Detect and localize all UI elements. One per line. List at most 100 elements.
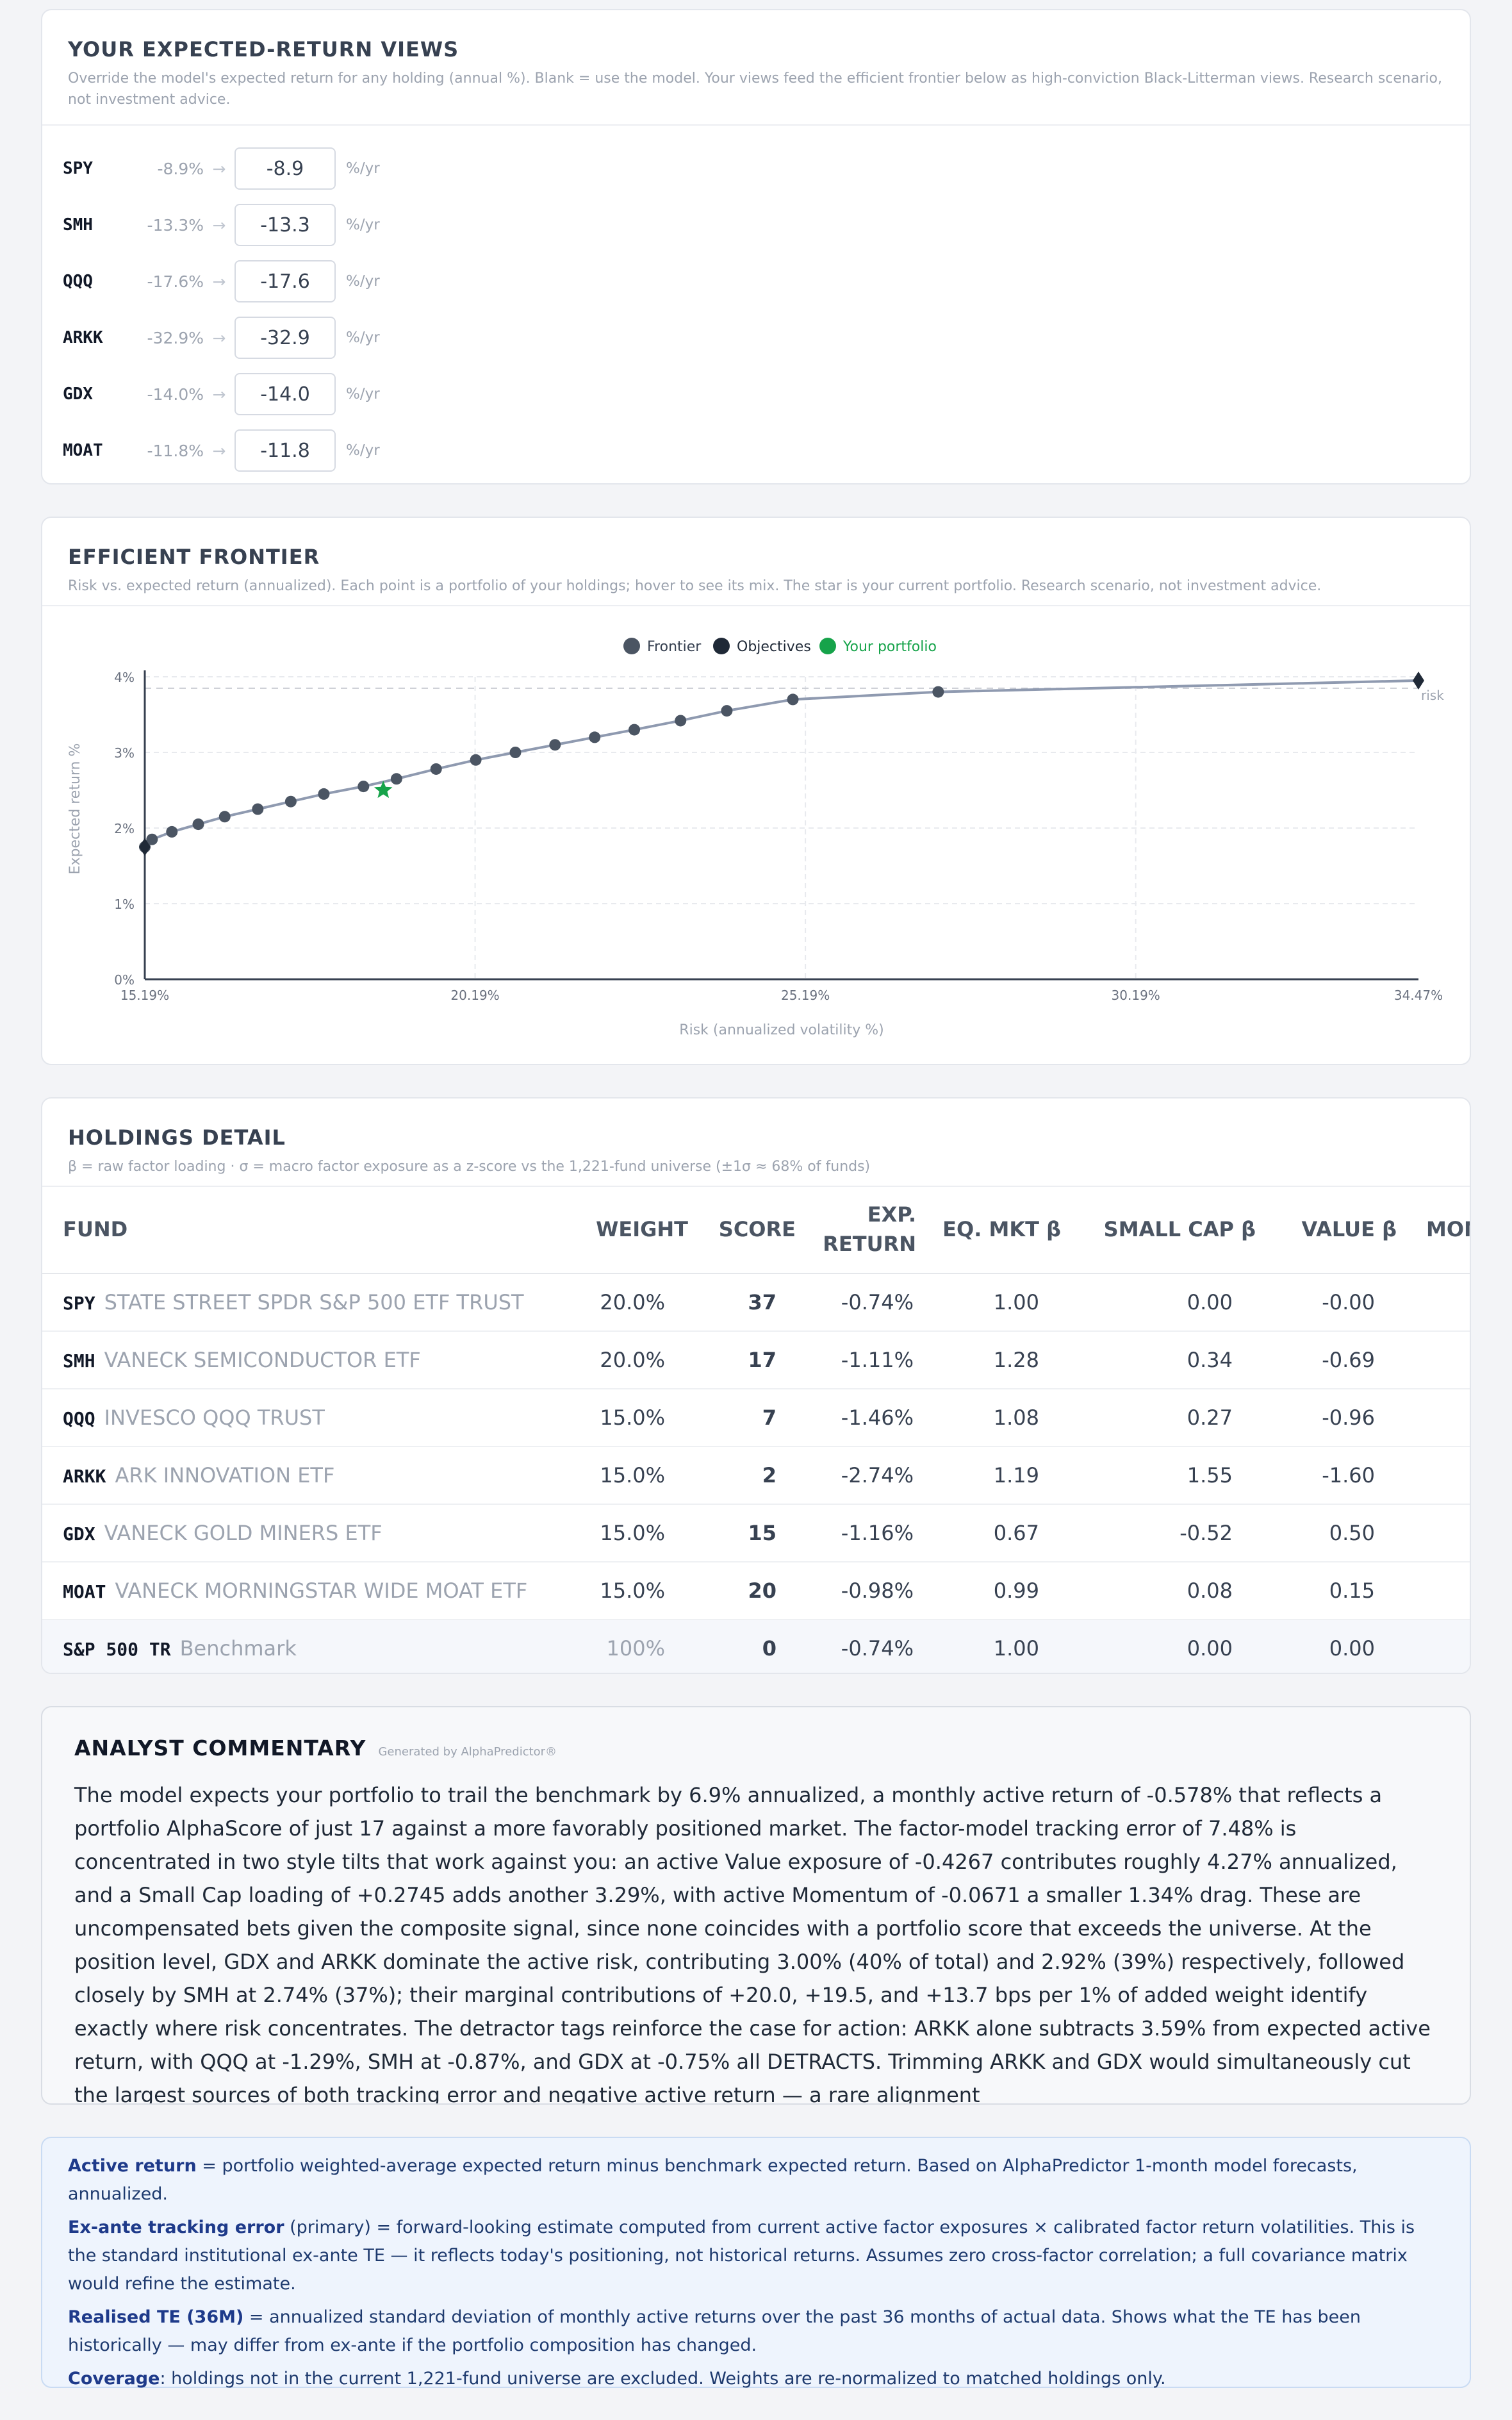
frontier-point — [252, 803, 264, 815]
view-model-return: -32.9% — [147, 328, 204, 347]
frontier-point — [146, 833, 158, 845]
col-exp-return[interactable]: EXP. RETURN — [796, 1186, 916, 1274]
col-small-cap-beta[interactable]: SMALL CAP β — [1061, 1186, 1256, 1274]
arrow-right-icon: → — [212, 215, 226, 235]
eq-mkt-beta-cell: 1.28 — [916, 1331, 1061, 1389]
col-exp-return-line1: EXP. — [867, 1202, 916, 1227]
col-fund[interactable]: FUND — [42, 1186, 578, 1274]
weight-cell: 15.0% — [578, 1504, 688, 1562]
legend-label-frontier: Frontier — [647, 639, 702, 655]
col-score[interactable]: SCORE — [688, 1186, 796, 1274]
fund-cell: SPY STATE STREET SPDR S&P 500 ETF TRUST — [42, 1273, 578, 1332]
col-value-beta[interactable]: VALUE β — [1256, 1186, 1397, 1274]
momentum-beta-cell: -0.21 — [1397, 1446, 1470, 1505]
x-tick-label: 20.19% — [450, 988, 499, 1003]
value-beta-cell: 0.15 — [1256, 1562, 1397, 1620]
benchmark-row[interactable]: S&P 500 TR Benchmark 100% 0 -0.74% 1.00 0.00 0.… — [42, 1620, 1470, 1673]
view-return-input[interactable] — [234, 204, 336, 246]
view-row-moat: MOAT -11.8% → %/yr — [63, 427, 380, 474]
col-exp-return-line2: RETURN — [823, 1232, 916, 1256]
legend-label-your-portfolio: Your portfolio — [842, 639, 937, 655]
table-row[interactable]: QQQ INVESCO QQQ TRUST 15.0% 7 -1.46% 1.08 0.27… — [42, 1389, 1470, 1447]
frontier-point — [192, 818, 204, 831]
frontier-point — [549, 739, 561, 751]
view-return-input[interactable] — [234, 147, 336, 190]
eq-mkt-beta-cell: 1.08 — [916, 1389, 1061, 1447]
value-beta-cell: -1.60 — [1256, 1446, 1397, 1505]
table-row[interactable]: SMH VANECK SEMICONDUCTOR ETF 20.0% 17 -1.11%… — [42, 1331, 1470, 1389]
view-row-smh: SMH -13.3% → %/yr — [63, 201, 380, 249]
table-row[interactable]: MOAT VANECK MORNINGSTAR WIDE MOAT ETF 15.0… — [42, 1562, 1470, 1620]
holdings-detail-card: HOLDINGS DETAIL β = raw factor loading ·… — [41, 1097, 1471, 1674]
frontier-line — [144, 679, 1419, 848]
fund-ticker: S&P 500 TR — [63, 1639, 171, 1660]
col-weight[interactable]: WEIGHT — [578, 1186, 688, 1274]
value-beta-cell: 0.00 — [1256, 1620, 1397, 1673]
view-model-return: -8.9% — [157, 159, 204, 178]
weight-cell: 20.0% — [578, 1331, 688, 1389]
score-cell: 37 — [688, 1273, 796, 1332]
momentum-beta-cell: -0.08 — [1397, 1504, 1470, 1562]
views-title: YOUR EXPECTED-RETURN VIEWS — [68, 37, 459, 62]
y-tick-label: 3% — [114, 745, 135, 761]
exp-return-cell: -2.74% — [796, 1446, 916, 1505]
frontier-point — [509, 747, 522, 758]
table-row[interactable]: GDX VANECK GOLD MINERS ETF 15.0% 15 -1.16% 0.… — [42, 1504, 1470, 1562]
col-momentum-beta[interactable]: MOMENTUM β — [1397, 1186, 1470, 1274]
note-term: Realised TE (36M) — [68, 2307, 244, 2327]
fund-name: INVESCO QQQ TRUST — [104, 1405, 325, 1430]
col-eq-mkt-beta[interactable]: EQ. MKT β — [916, 1186, 1061, 1274]
frontier-point — [675, 715, 687, 727]
view-model-return: -11.8% — [147, 441, 204, 460]
arrow-right-icon: → — [212, 159, 226, 178]
view-unit: %/yr — [346, 217, 380, 233]
efficient-frontier-card: EFFICIENT FRONTIER Risk vs. expected ret… — [41, 517, 1471, 1065]
eq-mkt-beta-cell: 0.99 — [916, 1562, 1061, 1620]
note-term: Ex-ante tracking error — [68, 2217, 284, 2237]
view-return-input[interactable] — [234, 429, 336, 472]
view-return-input[interactable] — [234, 317, 336, 359]
small-cap-beta-cell: 0.34 — [1061, 1331, 1256, 1389]
view-return-input[interactable] — [234, 260, 336, 302]
small-cap-beta-cell: 1.55 — [1061, 1446, 1256, 1505]
note-term: Active return — [68, 2156, 197, 2176]
small-cap-beta-cell: 0.08 — [1061, 1562, 1256, 1620]
view-row-spy: SPY -8.9% → %/yr — [63, 145, 380, 192]
views-header: YOUR EXPECTED-RETURN VIEWS Override the … — [42, 10, 1470, 126]
views-subtitle: Override the model's expected return for… — [68, 70, 1442, 108]
table-row[interactable]: ARKK ARK INNOVATION ETF 15.0% 2 -2.74% 1.19 1.… — [42, 1446, 1470, 1505]
arrow-right-icon: → — [212, 441, 226, 460]
fund-ticker: ARKK — [63, 1466, 106, 1487]
view-unit: %/yr — [346, 273, 380, 290]
frontier-point — [318, 788, 330, 800]
exp-return-cell: -0.74% — [796, 1620, 916, 1673]
small-cap-beta-cell: 0.00 — [1061, 1273, 1256, 1332]
fund-cell: ARKK ARK INNOVATION ETF — [42, 1446, 578, 1505]
frontier-point — [932, 686, 944, 698]
view-ticker: MOAT — [63, 441, 103, 460]
frontier-point — [430, 763, 442, 775]
y-axis-label: Expected return % — [67, 743, 83, 875]
note-ex-ante-te: Ex-ante tracking error (primary) = forwa… — [68, 2214, 1444, 2298]
commentary-generated-by: Generated by AlphaPredictor® — [378, 1745, 557, 1759]
table-row[interactable]: SPY STATE STREET SPDR S&P 500 ETF TRUST 20… — [42, 1273, 1470, 1332]
view-model-return: -17.6% — [147, 272, 204, 291]
x-axis-label: Risk (annualized volatility %) — [679, 1022, 883, 1038]
frontier-chart-svg: 0% 1% 2% 3% 4% 15.19% 20.19% 25.19% 30.19% 34.47%… — [67, 638, 1444, 1038]
exp-return-cell: -0.74% — [796, 1273, 916, 1332]
frontier-point — [166, 825, 178, 838]
momentum-beta-cell: 0.00 — [1397, 1273, 1470, 1332]
y-tick-label: 4% — [114, 670, 135, 685]
note-realised-te: Realised TE (36M) = annualized standard … — [68, 2303, 1444, 2360]
frontier-point — [284, 795, 297, 808]
view-return-input[interactable] — [234, 373, 336, 415]
score-cell: 15 — [688, 1504, 796, 1562]
x-tick-label: 15.19% — [120, 988, 169, 1003]
note-active-return: Active return = portfolio weighted-avera… — [68, 2152, 1444, 2209]
exp-return-cell: -1.11% — [796, 1331, 916, 1389]
view-ticker: SPY — [63, 159, 93, 178]
exp-return-cell: -0.98% — [796, 1562, 916, 1620]
score-cell: 2 — [688, 1446, 796, 1505]
y-tick-label: 0% — [114, 972, 135, 988]
small-cap-beta-cell: -0.52 — [1061, 1504, 1256, 1562]
